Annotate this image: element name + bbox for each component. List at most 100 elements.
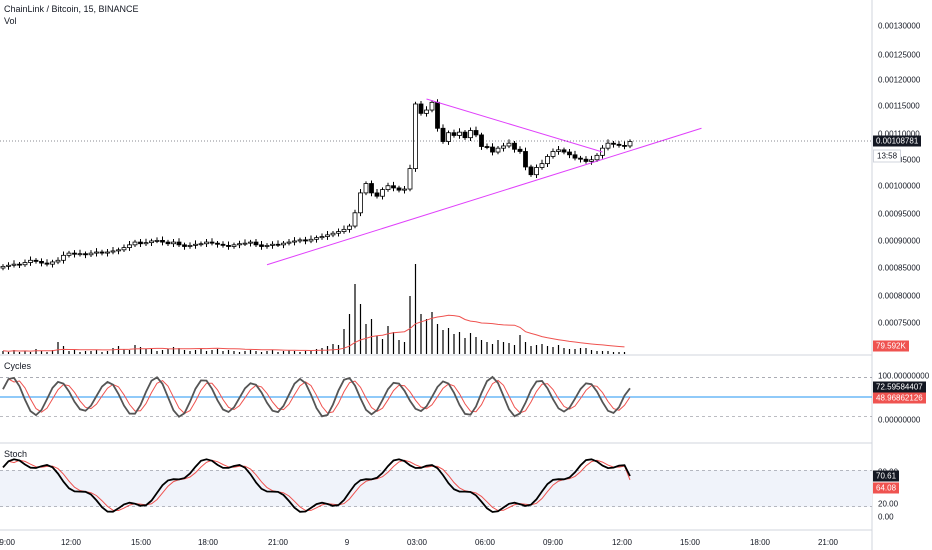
candle xyxy=(347,225,352,230)
candle xyxy=(534,167,539,176)
volume-ma-line xyxy=(2,314,625,352)
candle xyxy=(402,188,407,191)
candle xyxy=(116,249,121,252)
volume-ma-tag: 79.592K xyxy=(873,340,909,352)
candle xyxy=(457,131,462,136)
cycles-axis-tick: 0.00000000 xyxy=(878,415,921,425)
candle xyxy=(523,151,528,168)
candle xyxy=(105,251,110,254)
candle xyxy=(495,147,501,153)
candle xyxy=(308,238,314,242)
candle xyxy=(380,189,385,197)
price-axis-tick: 0.00100000 xyxy=(878,181,921,191)
time-axis-tick: 21:00 xyxy=(267,538,289,547)
price-axis-tick: 0.00090000 xyxy=(878,236,921,246)
candle xyxy=(99,251,105,254)
time-axis-tick: 15:00 xyxy=(679,538,701,547)
volume-label: Vol xyxy=(4,16,17,26)
candle xyxy=(149,240,154,244)
stoch-k-line xyxy=(2,458,631,513)
candle xyxy=(484,146,490,148)
candle xyxy=(33,259,39,262)
time-axis-tick: 12:00 xyxy=(611,538,633,547)
trendline xyxy=(426,98,603,153)
candle xyxy=(363,183,369,194)
time-axis-tick: 18:00 xyxy=(749,538,771,547)
candle xyxy=(611,142,616,145)
candle xyxy=(270,243,275,246)
time-axis-tick: 12:00 xyxy=(60,538,82,547)
candle xyxy=(187,244,193,247)
candle xyxy=(127,244,132,248)
candle xyxy=(616,143,622,146)
candle xyxy=(303,239,308,242)
candle xyxy=(506,142,512,147)
cycles-axis-tick: 100.00000000 xyxy=(878,371,930,381)
candle xyxy=(391,185,396,189)
candle xyxy=(264,244,270,247)
candle xyxy=(594,154,600,161)
candle xyxy=(176,241,182,246)
candle xyxy=(314,237,319,240)
candle xyxy=(275,243,281,246)
stoch-k-tag: 70.61 xyxy=(873,470,900,482)
stoch-axis-tick: 0.00 xyxy=(878,512,894,522)
candle xyxy=(94,251,99,254)
candle xyxy=(61,254,66,261)
stoch-d-tag: 64.08 xyxy=(873,482,900,494)
stoch-pane-label: Stoch xyxy=(4,449,28,459)
price-axis-tick: 0.00130000 xyxy=(878,21,921,31)
candle xyxy=(341,228,347,232)
candle xyxy=(231,244,237,247)
candle xyxy=(561,149,567,153)
candle xyxy=(165,241,171,245)
candle xyxy=(583,158,589,162)
candle xyxy=(622,145,627,147)
candle xyxy=(352,212,358,227)
cycles-signal-line xyxy=(2,378,631,415)
candle xyxy=(605,142,611,149)
price-axis-tick: 0.00115000 xyxy=(878,101,920,111)
cycles-line xyxy=(2,375,631,418)
candle xyxy=(193,243,198,246)
cycles-value-tag: 72.59584407 xyxy=(873,381,926,393)
candle xyxy=(589,159,594,162)
price-axis-tick: 0.00085000 xyxy=(878,263,921,273)
cycles-pane-label: Cycles xyxy=(4,361,32,371)
time-axis-tick: 03:00 xyxy=(406,538,428,547)
candle xyxy=(253,241,259,246)
candle xyxy=(39,261,44,264)
candle xyxy=(374,192,380,197)
time-axis-tick: 9 xyxy=(344,538,350,547)
trendline xyxy=(266,127,702,266)
candle xyxy=(336,231,341,234)
candle xyxy=(44,262,50,265)
price-axis-tick: 0.00120000 xyxy=(878,75,921,85)
candle xyxy=(237,243,242,246)
candle xyxy=(451,132,457,136)
candle xyxy=(248,241,253,244)
candle xyxy=(418,103,424,114)
time-axis-tick: 21:00 xyxy=(817,538,839,547)
candle xyxy=(77,253,83,256)
price-axis-tick: 0.00080000 xyxy=(878,291,921,301)
candle xyxy=(545,156,550,165)
price-axis-tick: 0.00110000 xyxy=(878,129,920,139)
candle xyxy=(204,241,209,245)
candle xyxy=(143,242,149,245)
countdown-tag: 13:58 xyxy=(873,149,902,163)
candle xyxy=(429,101,435,111)
candle xyxy=(462,131,468,139)
candle xyxy=(330,232,336,236)
stoch-band-fill xyxy=(0,470,872,507)
candle xyxy=(556,149,561,152)
candle xyxy=(369,183,374,194)
candle xyxy=(479,134,484,147)
candle xyxy=(490,146,495,153)
candle xyxy=(83,253,88,256)
candle xyxy=(385,185,391,191)
candle xyxy=(396,187,402,191)
candle xyxy=(473,130,479,136)
candle xyxy=(627,141,633,147)
